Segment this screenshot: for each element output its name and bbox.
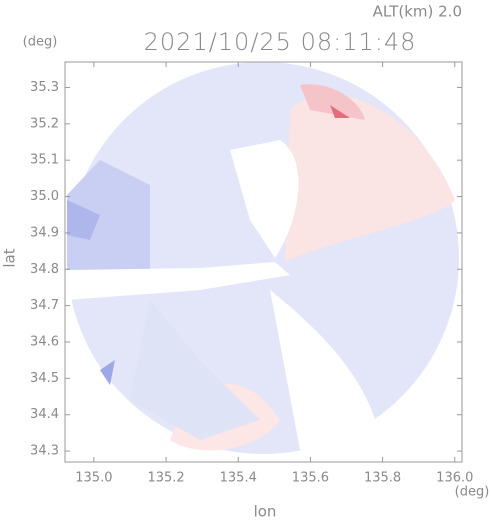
- y-unit: (deg): [23, 35, 58, 50]
- y-tick-label: 34.5: [30, 371, 59, 386]
- y-tick-label: 34.3: [30, 444, 59, 459]
- x-tick-label: 135.2: [147, 471, 184, 486]
- x-axis-label: lon: [254, 503, 277, 521]
- chart-title: 2021/10/25 08:11:48: [144, 28, 417, 56]
- y-tick-label: 34.7: [30, 298, 59, 313]
- y-tick-label: 35.0: [30, 189, 59, 204]
- x-tick-label: 135.4: [220, 471, 257, 486]
- x-tick-label: 135.8: [364, 471, 401, 486]
- x-tick-label: 135.6: [292, 471, 329, 486]
- altitude-label: ALT(km) 2.0: [373, 3, 462, 21]
- x-unit: (deg): [455, 485, 490, 500]
- y-tick-label: 34.9: [30, 225, 59, 240]
- x-tick-label: 135.0: [75, 471, 112, 486]
- y-axis-label: lat: [1, 248, 19, 267]
- y-tick-label: 34.4: [30, 407, 59, 422]
- y-tick-label: 35.3: [30, 80, 59, 95]
- y-tick-label: 35.2: [30, 116, 59, 131]
- plot-frame: [64, 61, 463, 463]
- x-tick-label: 136.0: [436, 471, 473, 486]
- y-tick-label: 34.6: [30, 335, 59, 350]
- y-tick-label: 35.1: [30, 153, 59, 168]
- y-tick-label: 34.8: [30, 262, 59, 277]
- radar-field: [67, 62, 459, 454]
